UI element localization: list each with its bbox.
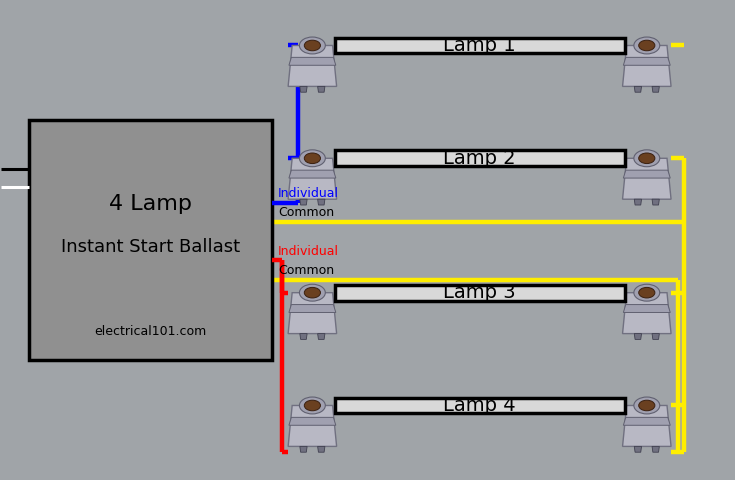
Polygon shape	[288, 158, 337, 199]
Polygon shape	[634, 86, 642, 92]
Circle shape	[304, 153, 320, 164]
Polygon shape	[623, 158, 671, 199]
FancyBboxPatch shape	[334, 397, 625, 413]
Circle shape	[634, 397, 660, 414]
Polygon shape	[300, 199, 307, 205]
Polygon shape	[623, 170, 670, 178]
Polygon shape	[300, 86, 307, 92]
Text: electrical101.com: electrical101.com	[95, 324, 207, 338]
Text: 4 Lamp: 4 Lamp	[110, 194, 192, 214]
FancyBboxPatch shape	[334, 150, 625, 166]
Polygon shape	[652, 86, 659, 92]
Polygon shape	[634, 199, 642, 205]
Polygon shape	[288, 293, 337, 334]
Circle shape	[299, 397, 326, 414]
Circle shape	[634, 150, 660, 167]
Circle shape	[299, 150, 326, 167]
Text: Lamp 4: Lamp 4	[443, 396, 516, 415]
Polygon shape	[289, 305, 336, 312]
Circle shape	[304, 288, 320, 298]
Circle shape	[639, 400, 655, 411]
Polygon shape	[623, 305, 670, 312]
Polygon shape	[300, 446, 307, 452]
Circle shape	[634, 37, 660, 54]
Polygon shape	[634, 334, 642, 339]
Polygon shape	[623, 417, 670, 425]
Circle shape	[304, 40, 320, 51]
Polygon shape	[652, 199, 659, 205]
Circle shape	[304, 400, 320, 411]
Text: Lamp 1: Lamp 1	[443, 36, 516, 55]
Text: Common: Common	[278, 206, 334, 219]
Polygon shape	[289, 58, 336, 65]
Polygon shape	[300, 334, 307, 339]
Polygon shape	[652, 446, 659, 452]
Polygon shape	[318, 446, 325, 452]
Polygon shape	[623, 406, 671, 446]
Text: Common: Common	[278, 264, 334, 276]
Text: Instant Start Ballast: Instant Start Ballast	[61, 238, 240, 256]
Circle shape	[639, 153, 655, 164]
Text: Lamp 2: Lamp 2	[443, 149, 516, 168]
Polygon shape	[318, 86, 325, 92]
Text: Lamp 3: Lamp 3	[443, 283, 516, 302]
Circle shape	[639, 40, 655, 51]
Polygon shape	[634, 446, 642, 452]
Circle shape	[299, 37, 326, 54]
Polygon shape	[318, 334, 325, 339]
Polygon shape	[318, 199, 325, 205]
FancyBboxPatch shape	[29, 120, 272, 360]
FancyBboxPatch shape	[334, 285, 625, 300]
Polygon shape	[289, 417, 336, 425]
Circle shape	[299, 284, 326, 301]
Text: Individual: Individual	[278, 187, 339, 200]
Polygon shape	[623, 58, 670, 65]
Polygon shape	[289, 170, 336, 178]
Polygon shape	[652, 334, 659, 339]
Polygon shape	[288, 406, 337, 446]
Polygon shape	[288, 46, 337, 86]
Polygon shape	[623, 293, 671, 334]
Polygon shape	[623, 46, 671, 86]
Circle shape	[639, 288, 655, 298]
Circle shape	[634, 284, 660, 301]
Text: Individual: Individual	[278, 244, 339, 257]
FancyBboxPatch shape	[334, 37, 625, 53]
